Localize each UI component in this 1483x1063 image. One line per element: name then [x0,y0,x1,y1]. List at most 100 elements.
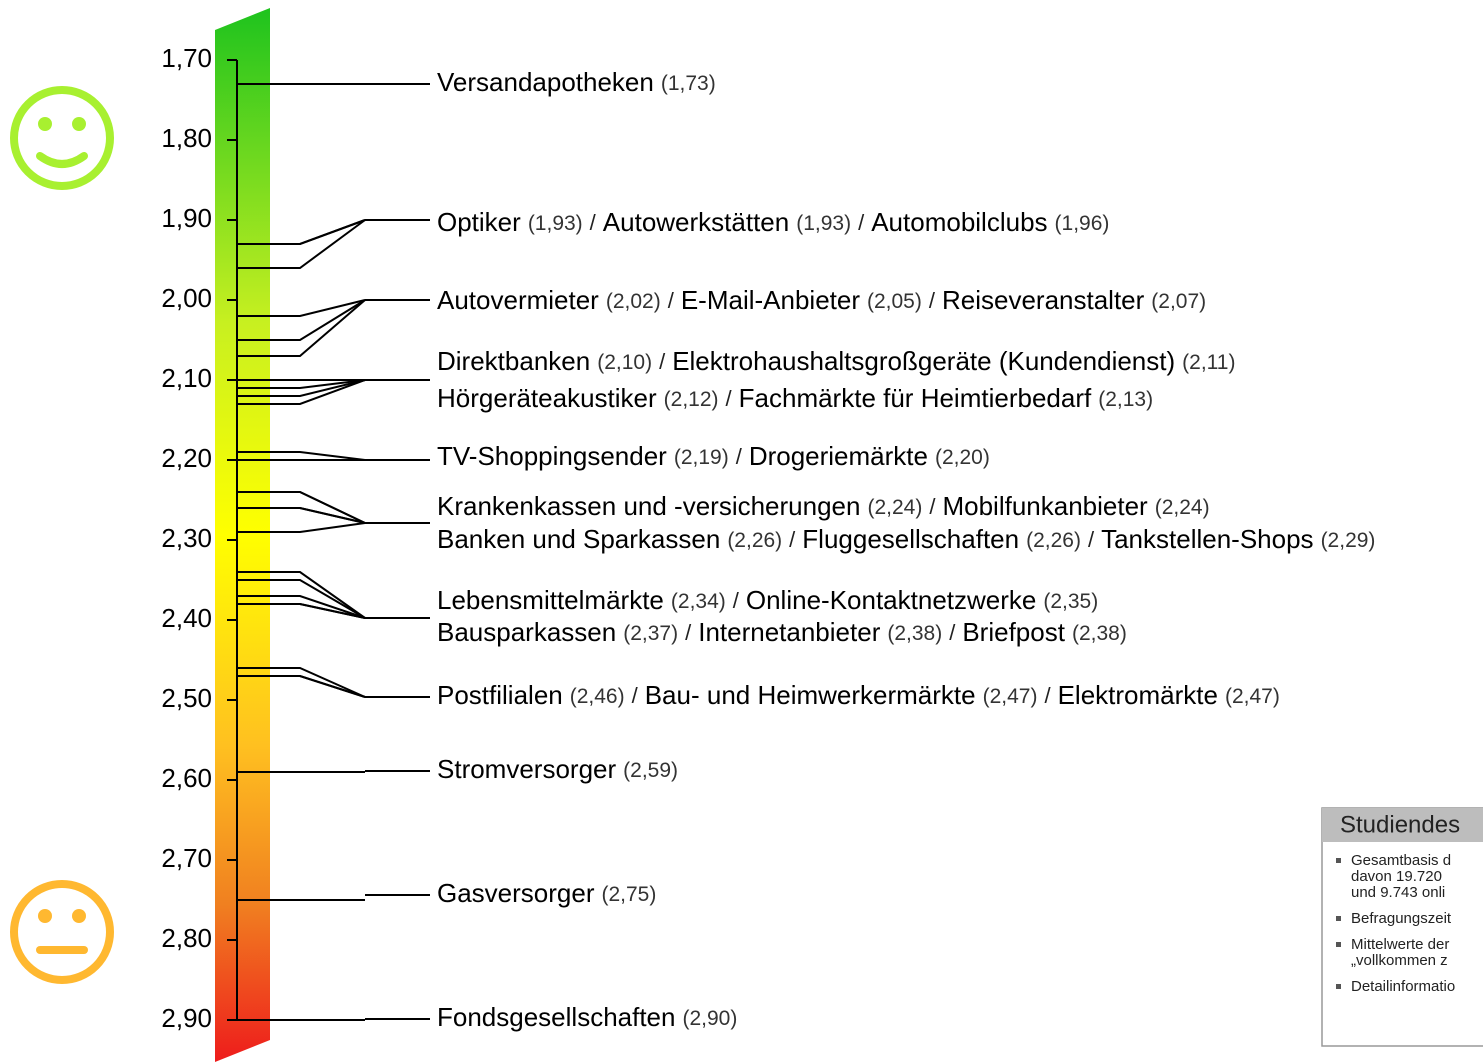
y-tick-label: 2,80 [161,923,212,953]
item-value: (2,38) [887,622,942,645]
box-text: Gesamtbasis d [1351,852,1451,869]
item-value: (2,46) [570,685,625,708]
value-line [237,522,366,533]
value-line [237,379,366,397]
item-name: Elektrohaushaltsgroßgeräte (Kundendienst… [672,346,1175,376]
box-text: Detailinformatio [1351,978,1455,995]
bullet [1336,858,1341,863]
item-name: Postfilialen [437,680,563,710]
box-text: Mittelwerte der [1351,936,1449,953]
item-value: (2,12) [664,388,719,411]
item-name: Internetanbieter [698,617,880,647]
value-line [237,451,366,461]
value-line [237,379,366,405]
item-value: (2,24) [1155,496,1210,519]
label-line: Postfilialen (2,46) / Bau- und Heimwerkermä… [437,680,1280,710]
y-tick-label: 2,10 [161,363,212,393]
y-tick-label: 2,50 [161,683,212,713]
box-text: „vollkommen z [1351,952,1448,969]
separator: / [736,444,743,469]
y-tick-label: 2,00 [161,283,212,313]
item-name: Banken und Sparkassen [437,524,720,554]
item-name: Tankstellen-Shops [1101,524,1313,554]
box-title: Studiendes [1340,811,1460,838]
item-value: (2,02) [606,290,661,313]
separator: / [632,683,639,708]
value-line [237,299,366,341]
label-line: Banken und Sparkassen (2,26) / Fluggesellsc… [437,524,1375,554]
item-value: (2,75) [602,883,657,906]
item-value: (2,05) [867,290,922,313]
separator: / [1044,683,1051,708]
item-name: Hörgeräteakustiker [437,383,657,413]
label-line: Krankenkassen und -versicherungen (2,24) /… [437,491,1210,521]
item-value: (2,10) [597,351,652,374]
item-value: (2,26) [1026,529,1081,552]
separator: / [590,210,597,235]
y-tick-label: 2,90 [161,1003,212,1033]
item-value: (2,35) [1043,590,1098,613]
value-line [237,219,366,269]
separator: / [858,210,865,235]
item-name: Fondsgesellschaften [437,1002,675,1032]
item-value: (2,37) [623,622,678,645]
item-name: Drogeriemärkte [749,441,928,471]
y-tick-label: 2,70 [161,843,212,873]
bullet [1336,984,1341,989]
item-name: Fachmärkte für Heimtierbedarf [739,383,1092,413]
label-line: Bausparkassen (2,37) / Internetanbieter (2,3… [437,617,1127,647]
item-name: Direktbanken [437,346,590,376]
value-line [237,603,366,619]
item-value: (2,47) [983,685,1038,708]
value-line [237,675,366,698]
value-line [237,595,366,619]
value-line [237,379,366,389]
item-name: Online-Kontaktnetzwerke [746,585,1036,615]
item-name: Bau- und Heimwerkermärkte [645,680,976,710]
item-name: Elektromärkte [1058,680,1218,710]
gradient-bar [215,8,270,1062]
happy-face [10,86,114,190]
label-line: Autovermieter (2,02) / E-Mail-Anbieter (2,05… [437,285,1206,315]
box-text: und 9.743 onli [1351,884,1445,901]
bullet [1336,916,1341,921]
separator: / [668,288,675,313]
item-name: E-Mail-Anbieter [681,285,861,315]
item-name: Optiker [437,207,521,237]
label-line: Gasversorger (2,75) [437,878,656,908]
separator: / [929,494,936,519]
y-tick-label: 1,70 [161,43,212,73]
item-value: (2,34) [671,590,726,613]
item-name: Versandapotheken [437,67,654,97]
y-tick-label: 2,20 [161,443,212,473]
separator: / [929,288,936,313]
y-tick-label: 2,30 [161,523,212,553]
item-name: Briefpost [962,617,1065,647]
item-value: (2,20) [935,446,990,469]
value-line [237,491,366,524]
value-line [237,507,366,524]
item-value: (1,93) [528,212,583,235]
item-name: TV-Shoppingsender [437,441,667,471]
item-value: (2,59) [623,759,678,782]
item-name: Bausparkassen [437,617,616,647]
separator: / [733,588,740,613]
label-line: Hörgeräteakustiker (2,12) / Fachmärkte für … [437,383,1153,413]
neutral-face [10,880,114,984]
label-line: Lebensmittelmärkte (2,34) / Online-Kontaktn… [437,585,1098,615]
label-line: Direktbanken (2,10) / Elektrohaushaltsgroßg… [437,346,1235,376]
value-line [237,579,366,619]
y-tick-label: 1,90 [161,203,212,233]
separator: / [659,349,666,374]
item-name: Krankenkassen und -versicherungen [437,491,860,521]
item-value: (2,47) [1225,685,1280,708]
item-name: Fluggesellschaften [802,524,1019,554]
label-line: Stromversorger (2,59) [437,754,678,784]
item-value: (1,96) [1055,212,1110,235]
item-value: (2,24) [867,496,922,519]
item-value: (1,93) [796,212,851,235]
item-name: Lebensmittelmärkte [437,585,664,615]
value-line [237,299,366,357]
box-frame [1321,807,1483,1047]
